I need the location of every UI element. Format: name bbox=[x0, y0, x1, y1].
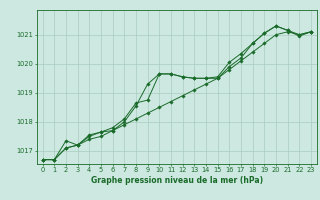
X-axis label: Graphe pression niveau de la mer (hPa): Graphe pression niveau de la mer (hPa) bbox=[91, 176, 263, 185]
